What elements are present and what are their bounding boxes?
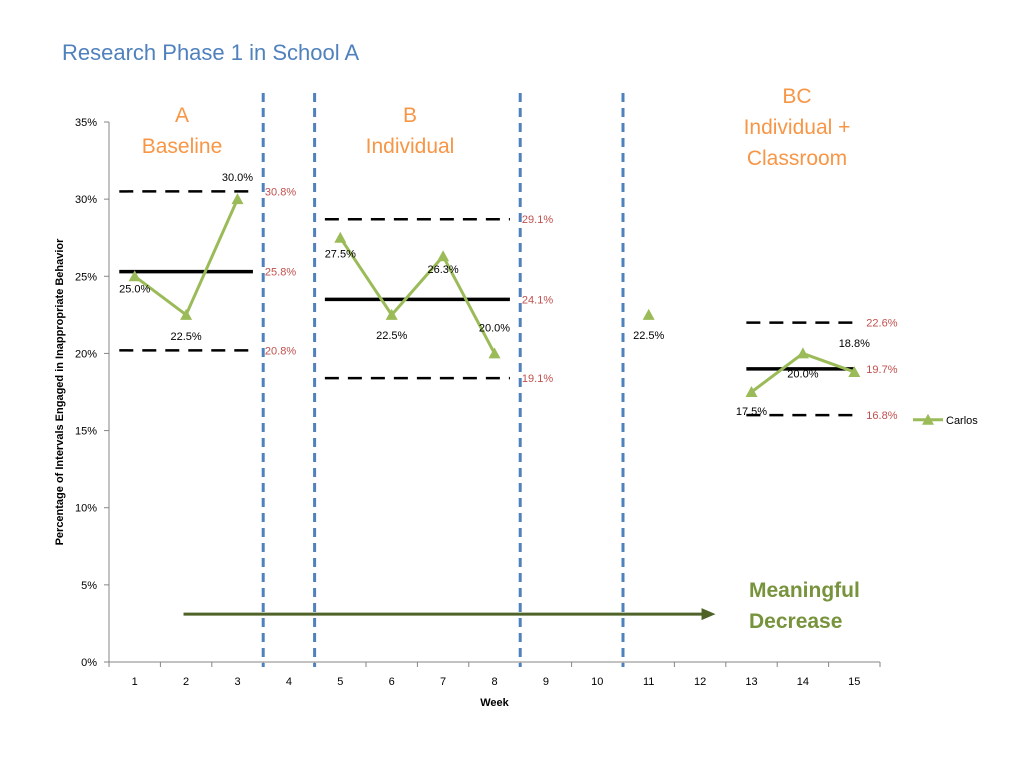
series-line [339, 236, 496, 355]
y-tick-label: 35% [75, 117, 97, 129]
legend-marker [922, 413, 934, 425]
x-axis-title: Week [480, 697, 509, 709]
meaningful-line-2: Decrease [749, 610, 843, 633]
y-tick-label: 15% [75, 426, 97, 438]
data-label: 25.0% [119, 283, 150, 295]
data-point-marker [128, 270, 141, 282]
y-tick-label: 30% [75, 194, 97, 206]
lower-band-label: 20.8% [265, 345, 296, 357]
mean-label: 24.1% [522, 294, 553, 306]
slide-title: Research Phase 1 in School A [62, 40, 360, 65]
x-tick-label: 2 [183, 676, 189, 688]
data-point-marker [488, 347, 501, 359]
x-tick-label: 1 [132, 676, 138, 688]
upper-band-label: 30.8% [265, 186, 296, 198]
meaningful-decrease-label: Meaningful Decrease [749, 575, 860, 637]
x-tick-label: 3 [234, 676, 240, 688]
data-label: 20.0% [479, 322, 510, 334]
lower-band-label: 16.8% [866, 410, 897, 422]
data-label: 22.5% [376, 330, 407, 342]
y-axis-title: Percentage of Intervals Engaged in Inapp… [54, 238, 66, 546]
data-point-marker [334, 231, 347, 243]
data-point-marker [745, 386, 758, 397]
y-tick-label: 20% [75, 348, 97, 360]
mean-label: 19.7% [866, 364, 897, 376]
phase-a-label: A Baseline [122, 100, 242, 162]
x-tick-label: 7 [440, 676, 446, 688]
x-tick-label: 15 [848, 676, 860, 688]
y-tick-label: 0% [81, 657, 97, 669]
x-tick-label: 5 [337, 676, 343, 688]
phase-a-letter: A [174, 104, 189, 127]
data-label: 22.5% [170, 331, 201, 343]
x-tick-label: 10 [591, 676, 603, 688]
x-tick-label: 8 [491, 676, 497, 688]
series-line [133, 198, 239, 318]
data-label: 18.8% [839, 338, 870, 350]
meaningful-line-1: Meaningful [749, 579, 860, 602]
phase-bc-name-2: Classroom [746, 147, 848, 170]
legend-label: Carlos [946, 415, 978, 427]
data-label: 22.5% [633, 330, 664, 342]
lower-band-label: 19.1% [522, 373, 553, 385]
data-point-marker [437, 250, 450, 262]
y-tick-label: 25% [75, 271, 97, 283]
data-point-marker [796, 347, 809, 359]
x-tick-label: 11 [643, 676, 654, 688]
phase-bc-label: BC Individual + Classroom [722, 81, 872, 174]
x-tick-label: 13 [745, 676, 757, 688]
phase-bc-name-1: Individual + [743, 116, 851, 139]
phase-b-name: Individual [365, 135, 455, 158]
data-label: 27.5% [325, 249, 356, 261]
data-point-marker [848, 365, 861, 377]
x-tick-label: 14 [797, 676, 809, 688]
data-label: 26.3% [427, 264, 458, 276]
mean-label: 25.8% [265, 267, 296, 279]
x-tick-label: 9 [543, 676, 549, 688]
phase-b-label: B Individual [340, 100, 480, 162]
data-point-marker [180, 308, 193, 320]
data-label: 20.0% [787, 368, 818, 380]
x-tick-label: 4 [286, 676, 292, 688]
upper-band-label: 22.6% [866, 318, 897, 330]
data-point-marker [642, 308, 655, 320]
phase-b-letter: B [402, 104, 417, 127]
x-tick-label: 12 [694, 676, 706, 688]
x-tick-label: 6 [389, 676, 395, 688]
data-point-marker [231, 193, 244, 205]
data-label: 30.0% [222, 172, 253, 184]
phase-a-name: Baseline [141, 135, 223, 158]
upper-band-label: 29.1% [522, 214, 553, 226]
y-tick-label: 10% [75, 503, 97, 515]
phase-bc-letter: BC [782, 85, 812, 108]
data-label: 17.5% [736, 406, 767, 418]
data-point-marker [385, 308, 398, 320]
y-tick-label: 5% [81, 580, 97, 592]
trend-arrow-head [701, 608, 716, 621]
